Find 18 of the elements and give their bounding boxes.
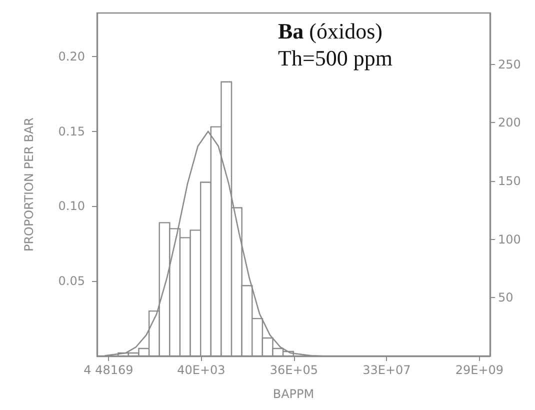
y2-tick-label: 50 (498, 290, 514, 305)
y2-tick-label: 200 (498, 116, 521, 130)
y-tick-label: 0.10 (58, 199, 85, 214)
x-tick-label: 36E+05 (270, 363, 318, 377)
x-tick-label: 33E+07 (362, 363, 411, 377)
x-tick-label: 40E+03 (177, 363, 226, 377)
annotation: Ba (óxidos) (278, 18, 382, 44)
y2-tick-label: 150 (498, 174, 521, 188)
x-axis-title: BAPPM (272, 387, 314, 401)
y-tick-label: 0.05 (58, 274, 85, 288)
x-tick-label: 29E+09 (455, 363, 504, 377)
y2-tick-label: 250 (498, 57, 521, 72)
x-tick-label: 4 48169 (84, 363, 134, 377)
annotation: Th=500 ppm (278, 46, 392, 70)
y-tick-label: 0.15 (58, 124, 85, 138)
y2-tick-label: 100 (498, 232, 521, 246)
y-tick-label: 0.20 (58, 49, 85, 64)
y-axis-title: PROPORTION PER BAR (22, 117, 36, 252)
